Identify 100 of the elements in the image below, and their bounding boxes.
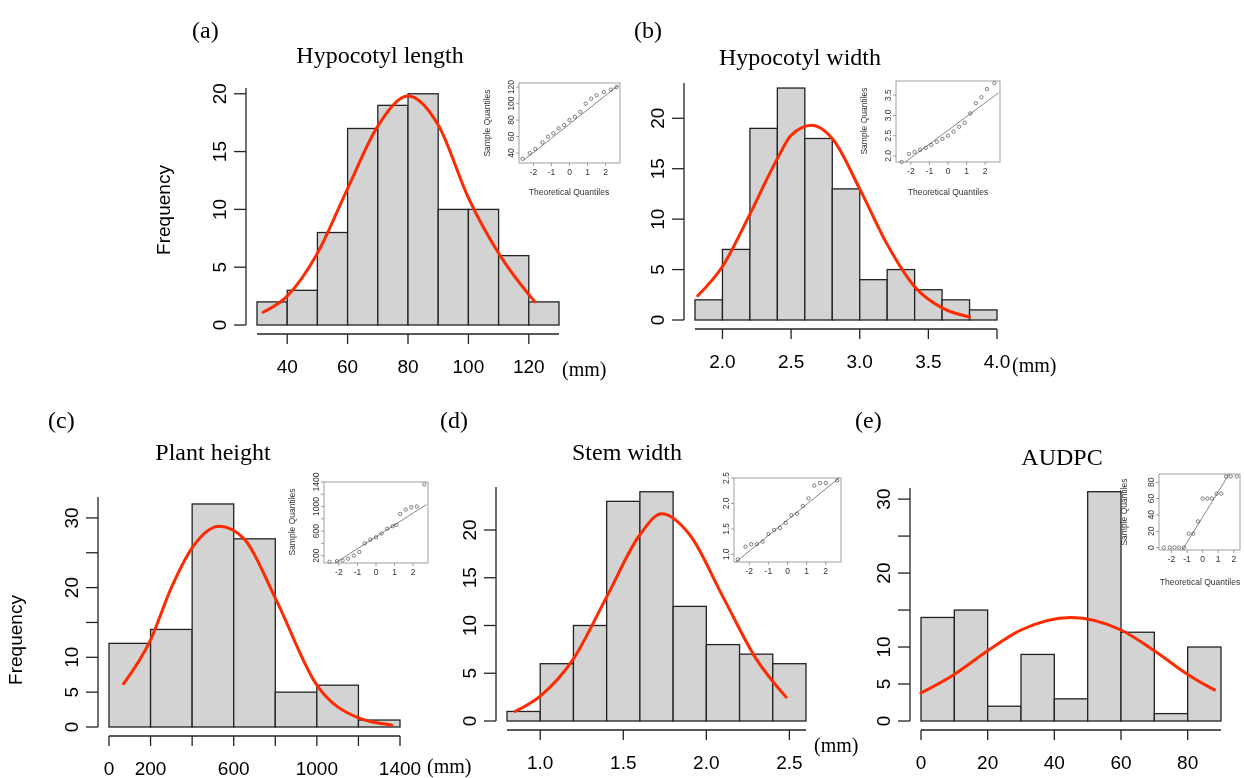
x-tick-label: 2.5 bbox=[777, 351, 805, 372]
x-tick-label: 0 bbox=[373, 567, 379, 577]
y-tick-label: 0 bbox=[647, 314, 668, 326]
y-tick-label: 30 bbox=[61, 507, 82, 529]
x-tick-label: -2 bbox=[907, 166, 915, 176]
y-tick-label: 2.5 bbox=[721, 471, 731, 484]
y-tick-label: 40 bbox=[1146, 509, 1156, 520]
x-tick-label: 1 bbox=[804, 566, 810, 576]
x-tick-label: -1 bbox=[764, 566, 773, 576]
y-tick-label: 20 bbox=[459, 519, 480, 541]
x-tick-label: 2 bbox=[823, 566, 829, 576]
x-tick-label: 2.5 bbox=[776, 752, 803, 773]
y-tick-label: 80 bbox=[506, 115, 516, 125]
x-tick-label: 80 bbox=[1177, 752, 1199, 773]
x-tick-label: 2 bbox=[982, 166, 988, 176]
x-tick-label: 1.0 bbox=[527, 752, 554, 773]
x-tick-label: 1 bbox=[392, 567, 398, 577]
y-tick-label: 600 bbox=[311, 523, 321, 539]
y-tick-label: 60 bbox=[1146, 493, 1156, 504]
y-tick-label: 20 bbox=[209, 83, 230, 105]
x-axis-title: Theoretical Quantiles bbox=[1159, 577, 1241, 587]
y-tick-label: 10 bbox=[209, 198, 230, 220]
x-tick-label: 3.0 bbox=[846, 351, 873, 372]
y-tick-label: 60 bbox=[506, 131, 516, 142]
x-tick-label: 3.5 bbox=[915, 351, 942, 372]
x-tick-label: 0 bbox=[1200, 554, 1206, 564]
y-tick-label: 1400 bbox=[311, 472, 321, 492]
y-tick-label: 40 bbox=[506, 148, 516, 158]
y-tick-label: 0 bbox=[1146, 544, 1156, 550]
x-tick-label: 1.5 bbox=[610, 752, 637, 773]
x-axis-title: (mm) bbox=[1012, 354, 1057, 377]
y-tick-label: 10 bbox=[873, 636, 894, 658]
y-tick-label: 2.0 bbox=[883, 149, 893, 162]
y-tick-label: 15 bbox=[209, 141, 230, 163]
x-tick-label: 1 bbox=[1215, 554, 1221, 564]
x-tick-label: 60 bbox=[1110, 752, 1132, 773]
y-tick-label: 5 bbox=[459, 667, 480, 679]
y-tick-label: 10 bbox=[459, 614, 480, 637]
text: (b) bbox=[634, 17, 662, 43]
x-axis-title: Theoretical Quantiles bbox=[528, 187, 610, 197]
y-tick-label: 0 bbox=[209, 319, 230, 331]
y-axis-title: Sample Quantiles bbox=[859, 87, 869, 155]
text: (c) bbox=[48, 407, 75, 433]
x-tick-label: 80 bbox=[397, 356, 419, 377]
x-tick-label: 1 bbox=[964, 166, 970, 176]
text: (a) bbox=[192, 17, 219, 43]
y-axis-title: Sample Quantiles bbox=[1119, 478, 1129, 546]
x-tick-label: -2 bbox=[529, 167, 538, 177]
y-tick-label: 10 bbox=[647, 208, 668, 230]
x-axis-title: (mm) bbox=[427, 755, 472, 778]
y-tick-label: 2.5 bbox=[883, 129, 893, 142]
chart-title: Plant height bbox=[155, 439, 271, 465]
x-tick-label: 20 bbox=[977, 752, 999, 773]
y-tick-label: 0 bbox=[61, 721, 82, 733]
x-tick-label: 0 bbox=[785, 566, 791, 576]
y-tick-label: 100 bbox=[506, 96, 516, 111]
y-tick-label: 3.0 bbox=[883, 109, 893, 122]
y-tick-label: 5 bbox=[61, 686, 82, 698]
y-axis-title: Sample Quantiles bbox=[287, 488, 297, 556]
y-tick-label: 5 bbox=[647, 264, 668, 275]
x-tick-label: 1400 bbox=[378, 758, 422, 778]
y-axis-title: Sample Quantiles bbox=[482, 89, 492, 157]
x-tick-label: 0 bbox=[567, 167, 573, 177]
y-tick-label: 20 bbox=[1146, 526, 1156, 536]
y-tick-label: 20 bbox=[647, 107, 668, 129]
y-tick-label: 1.5 bbox=[721, 522, 731, 535]
x-tick-label: 40 bbox=[276, 356, 298, 377]
y-tick-label: 30 bbox=[873, 488, 894, 510]
y-tick-label: 5 bbox=[873, 678, 894, 690]
x-tick-label: 60 bbox=[337, 356, 359, 377]
y-tick-label: 0 bbox=[459, 715, 480, 727]
x-tick-label: 2 bbox=[410, 567, 416, 577]
y-axis-title: Frequency bbox=[5, 594, 26, 685]
x-tick-label: 1 bbox=[585, 167, 591, 177]
x-tick-label: -1 bbox=[925, 166, 934, 176]
x-tick-label: 4.0 bbox=[983, 351, 1011, 372]
y-tick-label: 3.5 bbox=[883, 89, 893, 102]
x-tick-label: 0 bbox=[103, 758, 115, 778]
y-tick-label: 15 bbox=[647, 158, 668, 180]
x-tick-label: -1 bbox=[547, 167, 556, 177]
text: (d) bbox=[440, 407, 468, 433]
x-tick-label: 40 bbox=[1043, 752, 1065, 773]
x-tick-label: -1 bbox=[1183, 554, 1192, 564]
y-tick-label: 5 bbox=[209, 261, 230, 273]
chart-title: Stem width bbox=[571, 439, 683, 465]
text: (e) bbox=[855, 407, 882, 433]
x-tick-label: -1 bbox=[353, 567, 362, 577]
line-series bbox=[122, 524, 394, 727]
x-axis-title: (mm) bbox=[814, 734, 859, 757]
chart-title: Hypocotyl length bbox=[296, 42, 464, 68]
y-tick-label: 80 bbox=[1146, 477, 1156, 487]
y-tick-label: 120 bbox=[506, 79, 516, 95]
y-tick-label: 1000 bbox=[311, 496, 321, 517]
chart-title: Hypocotyl width bbox=[719, 44, 881, 70]
x-tick-label: -2 bbox=[1167, 554, 1176, 564]
y-axis-title: Frequency bbox=[153, 164, 174, 255]
line-series bbox=[919, 615, 1216, 695]
y-tick-label: 2.0 bbox=[721, 497, 731, 510]
x-tick-label: -2 bbox=[745, 566, 754, 576]
x-tick-label: 0 bbox=[915, 752, 927, 773]
